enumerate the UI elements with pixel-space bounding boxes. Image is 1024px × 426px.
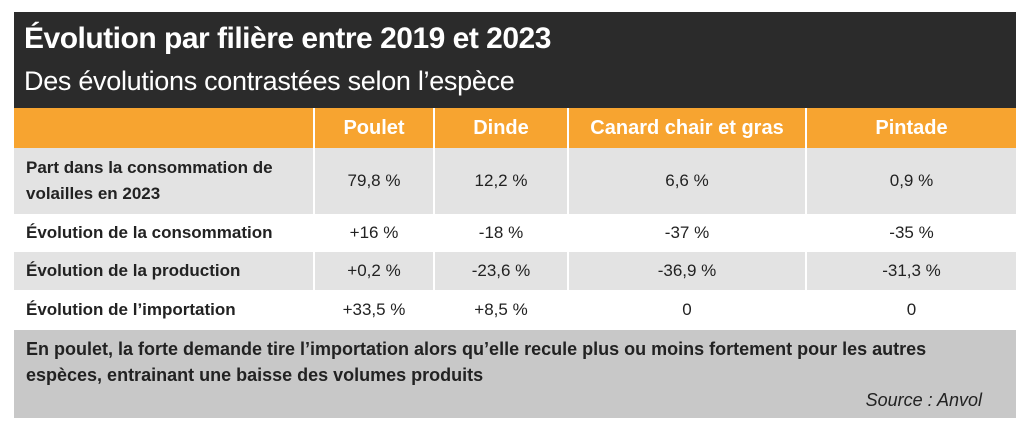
row-label: Évolution de l’importation — [14, 290, 314, 330]
table-cell: 79,8 % — [313, 148, 434, 214]
table-cell: +33,5 % — [313, 290, 434, 330]
column-header-dinde: Dinde — [433, 108, 568, 148]
header-band: Évolution par filière entre 2019 et 2023… — [14, 12, 1016, 108]
column-header-poulet: Poulet — [313, 108, 434, 148]
footer-note-band: En poulet, la forte demande tire l’impor… — [14, 330, 1016, 418]
table-cell: -35 % — [805, 214, 1016, 252]
table-cell: -23,6 % — [433, 252, 568, 290]
table-row: Part dans la consommation de volailles e… — [14, 148, 1016, 214]
infographic-card: Évolution par filière entre 2019 et 2023… — [14, 12, 1016, 418]
page-subtitle: Des évolutions contrastées selon l’espèc… — [24, 66, 515, 96]
column-header-pintade: Pintade — [805, 108, 1016, 148]
row-label: Évolution de la production — [14, 252, 314, 290]
footer-note: En poulet, la forte demande tire l’impor… — [26, 339, 927, 385]
table-row: Évolution de l’importation +33,5 % +8,5 … — [14, 290, 1016, 330]
table-cell: 6,6 % — [567, 148, 806, 214]
source-credit: Source : Anvol — [865, 390, 982, 410]
table-cell: +0,2 % — [313, 252, 434, 290]
table-cell: +8,5 % — [433, 290, 568, 330]
data-table: Poulet Dinde Canard chair et gras Pintad… — [14, 108, 1016, 330]
table-cell: 0,9 % — [805, 148, 1016, 214]
row-label: Part dans la consommation de volailles e… — [14, 148, 314, 214]
table-cell: 12,2 % — [433, 148, 568, 214]
page-title: Évolution par filière entre 2019 et 2023 — [24, 22, 551, 55]
table-cell: 0 — [805, 290, 1016, 330]
table-cell: -36,9 % — [567, 252, 806, 290]
row-label: Évolution de la consommation — [14, 214, 314, 252]
table-cell: -18 % — [433, 214, 568, 252]
table-cell: -31,3 % — [805, 252, 1016, 290]
table-header-row: Poulet Dinde Canard chair et gras Pintad… — [14, 108, 1016, 148]
column-header-canard: Canard chair et gras — [567, 108, 806, 148]
column-header-empty — [14, 108, 314, 148]
table-cell: -37 % — [567, 214, 806, 252]
table-row: Évolution de la production +0,2 % -23,6 … — [14, 252, 1016, 290]
table-row: Évolution de la consommation +16 % -18 %… — [14, 214, 1016, 252]
table-cell: 0 — [567, 290, 806, 330]
table-cell: +16 % — [313, 214, 434, 252]
